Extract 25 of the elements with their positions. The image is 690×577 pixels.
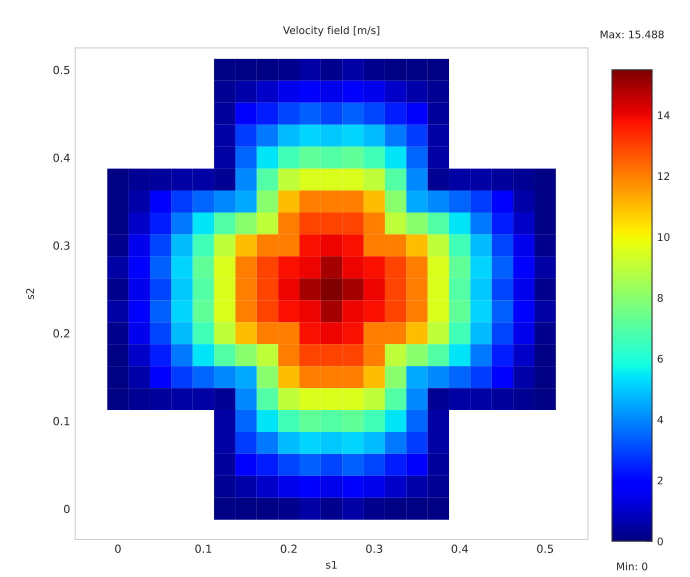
y-tick-label: 0.1 (53, 416, 70, 426)
color-bar-label: 10 (658, 233, 670, 241)
x-tick-label: 0.4 (452, 544, 468, 553)
y-tick-label: 0.5 (53, 66, 70, 74)
color-bar-label: 2 (658, 476, 662, 484)
x-tick-label: 0.3 (366, 544, 382, 553)
x-tick-label: 0 (115, 544, 121, 553)
color-bar-label: 12 (658, 172, 670, 180)
x-tick-label: 0.2 (280, 544, 297, 553)
color-bar-label: 0 (658, 537, 663, 546)
x-tick-label: 0.1 (195, 544, 212, 553)
x-tick-label: 0.5 (537, 544, 554, 553)
text: Min: 0 (617, 562, 648, 570)
text: Max: 15.488 (600, 30, 664, 38)
y-tick-label: 0 (64, 504, 70, 514)
color-bar-label: 6 (658, 354, 663, 363)
chart-title: Velocity field [m/s] (283, 26, 380, 36)
y-axis-title: s2 (26, 288, 34, 300)
y-tick-label: 0.2 (53, 329, 70, 338)
y-tick-label: 0.4 (53, 154, 70, 162)
color-bar-label: 8 (658, 294, 663, 302)
x-axis-title: s1 (326, 560, 337, 569)
y-tick-label: 0.3 (53, 241, 70, 250)
color-bar-label: 14 (658, 111, 670, 120)
color-bar-label: 4 (657, 416, 663, 424)
